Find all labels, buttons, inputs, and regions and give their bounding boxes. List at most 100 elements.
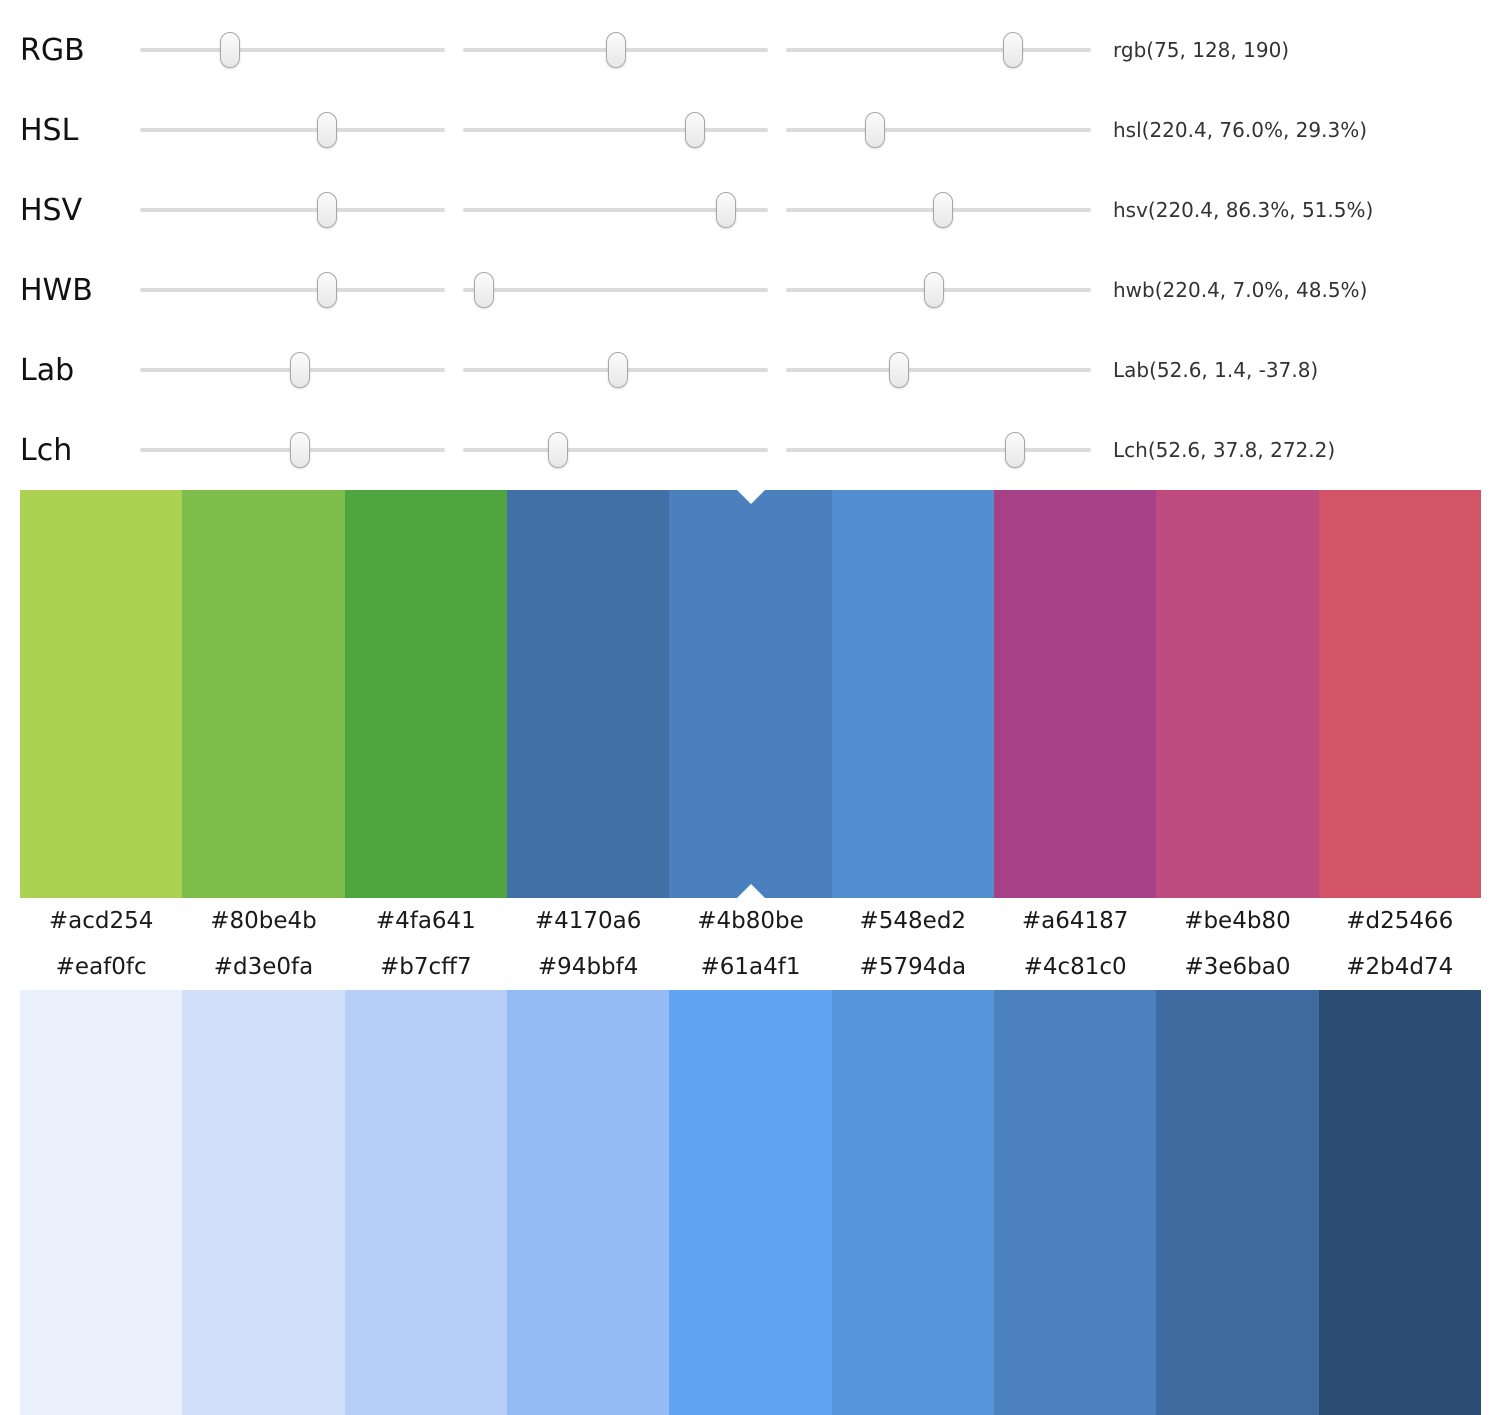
top-palette-labels: #acd254 #80be4b #4fa641 #4170a6 #4b80be … xyxy=(20,898,1481,944)
palette-swatch[interactable] xyxy=(993,990,1157,1415)
colorspace-label-hsv: HSV xyxy=(20,192,83,228)
lab-l-slider[interactable] xyxy=(140,350,445,390)
hsl-tracks xyxy=(140,110,1091,150)
hsv-value-slider[interactable] xyxy=(786,190,1091,230)
hex-label: #acd254 xyxy=(48,908,154,934)
palette-swatch[interactable] xyxy=(20,990,183,1415)
rgb-red-slider[interactable] xyxy=(140,30,445,70)
hex-label: #be4b80 xyxy=(1184,908,1291,934)
slider-thumb[interactable] xyxy=(290,432,311,468)
palette-swatch[interactable] xyxy=(344,990,507,1415)
hex-label: #4fa641 xyxy=(375,908,476,934)
palette-swatch[interactable] xyxy=(182,990,345,1415)
lch-value-text: Lch(52.6, 37.8, 272.2) xyxy=(1113,438,1336,462)
colorspace-label-lch: Lch xyxy=(20,432,73,468)
slider-row-hsv: HSV hsv(220.4, 86.3%, 51.5%) xyxy=(0,170,1501,250)
hex-label: #548ed2 xyxy=(859,908,967,934)
hex-label: #b7cff7 xyxy=(380,954,472,980)
hwb-whiteness-slider[interactable] xyxy=(463,270,768,310)
lch-h-slider[interactable] xyxy=(786,430,1091,470)
slider-row-hsl: HSL hsl(220.4, 76.0%, 29.3%) xyxy=(0,90,1501,170)
colorspace-label-hsl: HSL xyxy=(20,112,79,148)
slider-thumb[interactable] xyxy=(219,32,240,68)
hsv-tracks xyxy=(140,190,1091,230)
selection-notch-up-icon xyxy=(736,884,765,898)
palette-swatch-selected[interactable] xyxy=(669,490,832,898)
palette-swatch[interactable] xyxy=(1318,990,1481,1415)
palette-swatch[interactable] xyxy=(20,490,183,898)
slider-thumb[interactable] xyxy=(316,272,337,308)
hex-label: #d3e0fa xyxy=(213,954,314,980)
lab-tracks xyxy=(140,350,1091,390)
lch-l-slider[interactable] xyxy=(140,430,445,470)
palette-swatch[interactable] xyxy=(1156,490,1319,898)
slider-thumb[interactable] xyxy=(923,272,944,308)
rgb-green-slider[interactable] xyxy=(463,30,768,70)
hwb-tracks xyxy=(140,270,1091,310)
slider-thumb[interactable] xyxy=(316,192,337,228)
slider-thumb[interactable] xyxy=(606,32,627,68)
slider-thumb[interactable] xyxy=(716,192,737,228)
colorspace-label-rgb: RGB xyxy=(20,32,85,68)
bottom-palette-labels: #eaf0fc #d3e0fa #b7cff7 #94bbf4 #61a4f1 … xyxy=(20,944,1481,990)
palette-swatch[interactable] xyxy=(1156,990,1319,1415)
slider-row-lch: Lch Lch(52.6, 37.8, 272.2) xyxy=(0,410,1501,490)
slider-thumb[interactable] xyxy=(290,352,311,388)
slider-thumb[interactable] xyxy=(865,112,886,148)
hwb-hue-slider[interactable] xyxy=(140,270,445,310)
hsv-value-text: hsv(220.4, 86.3%, 51.5%) xyxy=(1113,198,1374,222)
slider-thumb[interactable] xyxy=(547,432,568,468)
hex-label: #5794da xyxy=(859,954,967,980)
hex-label: #4170a6 xyxy=(534,908,642,934)
colorspace-label-lab: Lab xyxy=(20,352,75,388)
lch-c-slider[interactable] xyxy=(463,430,768,470)
palette-swatch[interactable] xyxy=(1318,490,1481,898)
hsv-hue-slider[interactable] xyxy=(140,190,445,230)
slider-row-rgb: RGB rgb(75, 128, 190) xyxy=(0,10,1501,90)
hex-label: #94bbf4 xyxy=(537,954,639,980)
selection-notch-down-icon xyxy=(736,490,765,504)
hex-label: #61a4f1 xyxy=(700,954,801,980)
slider-thumb[interactable] xyxy=(474,272,495,308)
hex-label: #80be4b xyxy=(210,908,317,934)
hsl-hue-slider[interactable] xyxy=(140,110,445,150)
hsv-saturation-slider[interactable] xyxy=(463,190,768,230)
hex-label: #3e6ba0 xyxy=(1184,954,1291,980)
palette-swatch[interactable] xyxy=(506,990,670,1415)
palette-swatch[interactable] xyxy=(831,490,994,898)
hsl-saturation-slider[interactable] xyxy=(463,110,768,150)
lab-b-slider[interactable] xyxy=(786,350,1091,390)
slider-thumb[interactable] xyxy=(1003,32,1024,68)
rgb-value-text: rgb(75, 128, 190) xyxy=(1113,38,1290,62)
hsl-value-text: hsl(220.4, 76.0%, 29.3%) xyxy=(1113,118,1368,142)
hex-label: #2b4d74 xyxy=(1346,954,1454,980)
palette-swatch[interactable] xyxy=(506,490,670,898)
hex-label: #d25466 xyxy=(1346,908,1454,934)
slider-thumb[interactable] xyxy=(684,112,705,148)
hsl-lightness-slider[interactable] xyxy=(786,110,1091,150)
slider-row-lab: Lab Lab(52.6, 1.4, -37.8) xyxy=(0,330,1501,410)
palette-swatch[interactable] xyxy=(669,990,832,1415)
slider-thumb[interactable] xyxy=(1004,432,1025,468)
hwb-value-text: hwb(220.4, 7.0%, 48.5%) xyxy=(1113,278,1368,302)
slider-row-hwb: HWB hwb(220.4, 7.0%, 48.5%) xyxy=(0,250,1501,330)
palette-swatch[interactable] xyxy=(344,490,507,898)
top-palette xyxy=(20,490,1481,898)
hex-label: #a64187 xyxy=(1021,908,1129,934)
rgb-tracks xyxy=(140,30,1091,70)
slider-thumb[interactable] xyxy=(888,352,909,388)
slider-section: RGB rgb(75, 128, 190) HSL xyxy=(0,0,1501,490)
palette-swatch[interactable] xyxy=(831,990,994,1415)
slider-thumb[interactable] xyxy=(607,352,628,388)
lab-a-slider[interactable] xyxy=(463,350,768,390)
rgb-blue-slider[interactable] xyxy=(786,30,1091,70)
slider-thumb[interactable] xyxy=(933,192,954,228)
colorspace-label-hwb: HWB xyxy=(20,272,93,308)
slider-thumb[interactable] xyxy=(316,112,337,148)
palette-swatch[interactable] xyxy=(993,490,1157,898)
lab-value-text: Lab(52.6, 1.4, -37.8) xyxy=(1113,358,1319,382)
hex-label: #4c81c0 xyxy=(1023,954,1127,980)
palette-swatch[interactable] xyxy=(182,490,345,898)
hex-label: #eaf0fc xyxy=(55,954,147,980)
hwb-blackness-slider[interactable] xyxy=(786,270,1091,310)
